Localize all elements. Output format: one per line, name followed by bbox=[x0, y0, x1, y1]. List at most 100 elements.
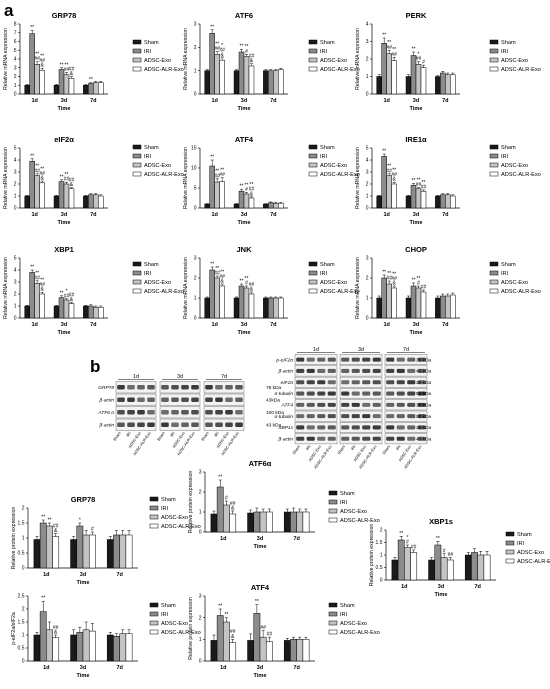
significance-mark: # bbox=[422, 60, 425, 66]
blot-band bbox=[306, 391, 315, 396]
x-category-label: 7d bbox=[270, 212, 276, 218]
blot-strip bbox=[294, 388, 338, 399]
significance-mark: # bbox=[406, 540, 409, 546]
x-axis-label: Time bbox=[435, 592, 448, 598]
y-tick-label: 0.5 bbox=[376, 565, 383, 571]
bar-sham bbox=[233, 70, 240, 95]
chart-title: eIF2α bbox=[54, 135, 74, 144]
blot-band bbox=[417, 391, 426, 396]
blot-band bbox=[296, 357, 305, 362]
x-category-label: 7d bbox=[116, 665, 122, 671]
bar-iri bbox=[290, 511, 297, 533]
bar-iri bbox=[58, 69, 65, 95]
blot-band bbox=[396, 436, 405, 441]
y-tick-label: 1 bbox=[14, 83, 17, 89]
bar-sham bbox=[204, 203, 210, 209]
blot-band bbox=[127, 397, 135, 402]
legend-label: IRI bbox=[144, 271, 152, 277]
legend-label: ADSC-Exo bbox=[320, 163, 347, 169]
blot-band bbox=[127, 422, 135, 427]
x-category-label: 7d bbox=[442, 98, 448, 104]
bar-adsc-exo bbox=[296, 639, 304, 662]
significance-mark: & bbox=[250, 287, 254, 293]
bar-iri bbox=[471, 552, 478, 581]
blot-band bbox=[191, 422, 199, 427]
blot-lane-label: IRI bbox=[350, 444, 357, 451]
x-axis-label: Time bbox=[410, 106, 423, 112]
blot-strip bbox=[159, 381, 201, 394]
bar-adsc-alr-exo bbox=[265, 511, 273, 533]
y-tick-label: 6 bbox=[14, 39, 17, 45]
y-tick-label: 5 bbox=[14, 48, 17, 54]
legend-swatch bbox=[489, 153, 499, 159]
bar-iri bbox=[216, 486, 224, 533]
bar-adsc-exo bbox=[415, 188, 422, 209]
y-tick-label: 10 bbox=[191, 166, 197, 172]
significance-mark: # bbox=[443, 548, 446, 554]
legend-swatch bbox=[308, 162, 318, 168]
y-tick-label: 0 bbox=[14, 206, 17, 212]
legend-label: IRI bbox=[161, 506, 169, 512]
x-category-label: 1d bbox=[383, 322, 389, 328]
x-category-label: 3d bbox=[413, 98, 419, 104]
significance-mark: ## bbox=[391, 276, 397, 282]
significance-mark: & bbox=[54, 528, 58, 534]
bar-adsc-exo bbox=[93, 194, 99, 209]
significance-mark: ## bbox=[391, 52, 397, 58]
bar-adsc-exo bbox=[386, 53, 392, 95]
blot-band bbox=[327, 402, 336, 407]
significance-mark: ** bbox=[382, 149, 386, 155]
bar-adsc-exo bbox=[273, 70, 279, 95]
significance-mark: ## bbox=[34, 56, 40, 62]
blot-strip bbox=[115, 381, 157, 394]
legend-label: ADSC-ALR-Exo bbox=[501, 289, 541, 295]
legend-label: Sham bbox=[161, 497, 176, 503]
y-tick-label: 3 bbox=[366, 256, 369, 262]
y-tick-label: 0 bbox=[199, 530, 202, 536]
x-category-label: 1d bbox=[401, 584, 407, 590]
blot-band bbox=[317, 391, 326, 396]
bar-sham bbox=[24, 305, 30, 319]
bar-sham bbox=[435, 297, 441, 319]
blot-band bbox=[341, 436, 350, 441]
blot-strip bbox=[339, 433, 383, 445]
bar-iri bbox=[209, 165, 215, 209]
legend-label: IRI bbox=[144, 154, 152, 160]
significance-mark: * bbox=[221, 43, 223, 49]
significance-mark: ** bbox=[392, 271, 396, 277]
significance-mark: # bbox=[245, 49, 248, 55]
y-tick-label: 1 bbox=[194, 296, 197, 302]
y-tick-label: 1 bbox=[366, 296, 369, 302]
blot-band bbox=[407, 402, 416, 407]
legend-swatch bbox=[308, 66, 318, 72]
legend-label: Sham bbox=[320, 145, 335, 151]
bar-adsc-exo bbox=[46, 629, 53, 662]
y-tick-label: 1 bbox=[199, 637, 202, 643]
legend-label: ADSC-Exo bbox=[144, 280, 171, 286]
blot-band bbox=[417, 436, 426, 441]
bar-sham bbox=[83, 85, 89, 95]
y-axis-label: Relative mRNA expression bbox=[183, 257, 189, 319]
blot-row-label: ATF4 bbox=[281, 403, 294, 409]
bar-adsc-alr-exo bbox=[302, 639, 310, 662]
legend-label: ADSC-ALR-Exo bbox=[501, 172, 541, 178]
bar-sham bbox=[391, 559, 399, 581]
blot-strip bbox=[339, 365, 383, 377]
legend-swatch bbox=[505, 549, 515, 555]
bar-sham bbox=[247, 640, 255, 662]
blot-band bbox=[386, 402, 395, 407]
blot-band bbox=[317, 402, 326, 407]
y-tick-label: 1 bbox=[22, 633, 25, 639]
legend-label: Sham bbox=[501, 40, 516, 46]
bar-adsc-alr-exo bbox=[39, 70, 45, 95]
significance-mark: ## bbox=[219, 274, 225, 280]
significance-mark: ** bbox=[218, 604, 222, 610]
blot-kda-label: 52 kDa bbox=[416, 391, 432, 397]
bar-iri bbox=[268, 297, 274, 319]
significance-mark: ## bbox=[39, 171, 45, 177]
y-tick-label: 15 bbox=[191, 146, 197, 152]
significance-mark: & bbox=[220, 52, 224, 58]
chart-xbp1s-protein: XBP1s 0 0.5 1 1.5 2 Relative protein expressio… bbox=[369, 517, 550, 598]
